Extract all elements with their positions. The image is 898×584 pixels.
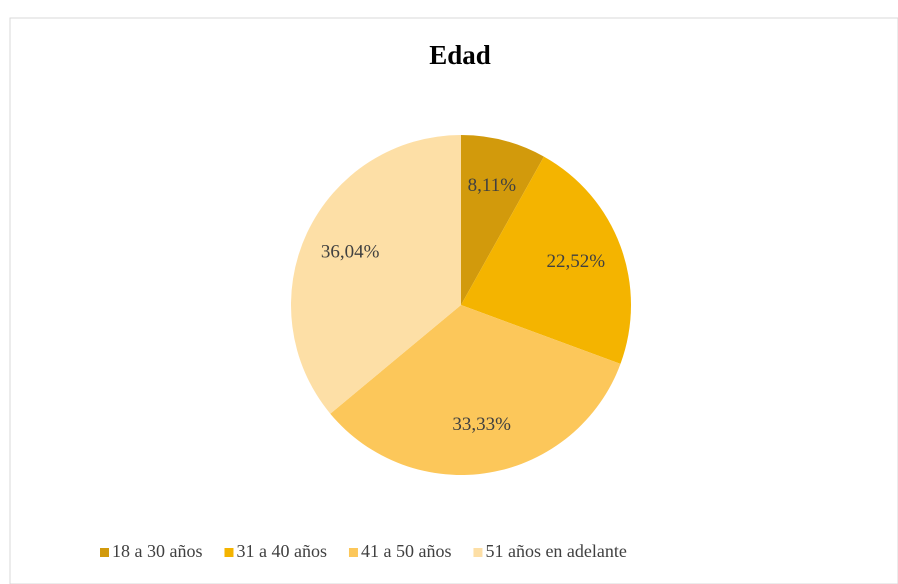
legend-swatch — [224, 548, 234, 557]
legend-swatch — [348, 548, 358, 557]
legend-label: 51 años en adelante — [485, 541, 626, 561]
data-label: 22,52% — [547, 251, 606, 272]
data-label: 33,33% — [452, 414, 511, 435]
pie-slice — [330, 305, 621, 476]
chart-title: Edad — [429, 40, 491, 70]
legend-swatch — [100, 548, 109, 557]
legend-label: 18 a 30 años — [112, 541, 202, 561]
legend-label: 31 a 40 años — [236, 541, 326, 561]
legend-label: 41 a 50 años — [361, 541, 451, 561]
data-label: 36,04% — [321, 241, 380, 262]
pie-slice — [290, 135, 461, 414]
pie-slice — [461, 156, 632, 364]
data-label: 8,11% — [468, 175, 517, 196]
legend-swatch — [473, 548, 483, 557]
pie-slice — [461, 135, 544, 305]
